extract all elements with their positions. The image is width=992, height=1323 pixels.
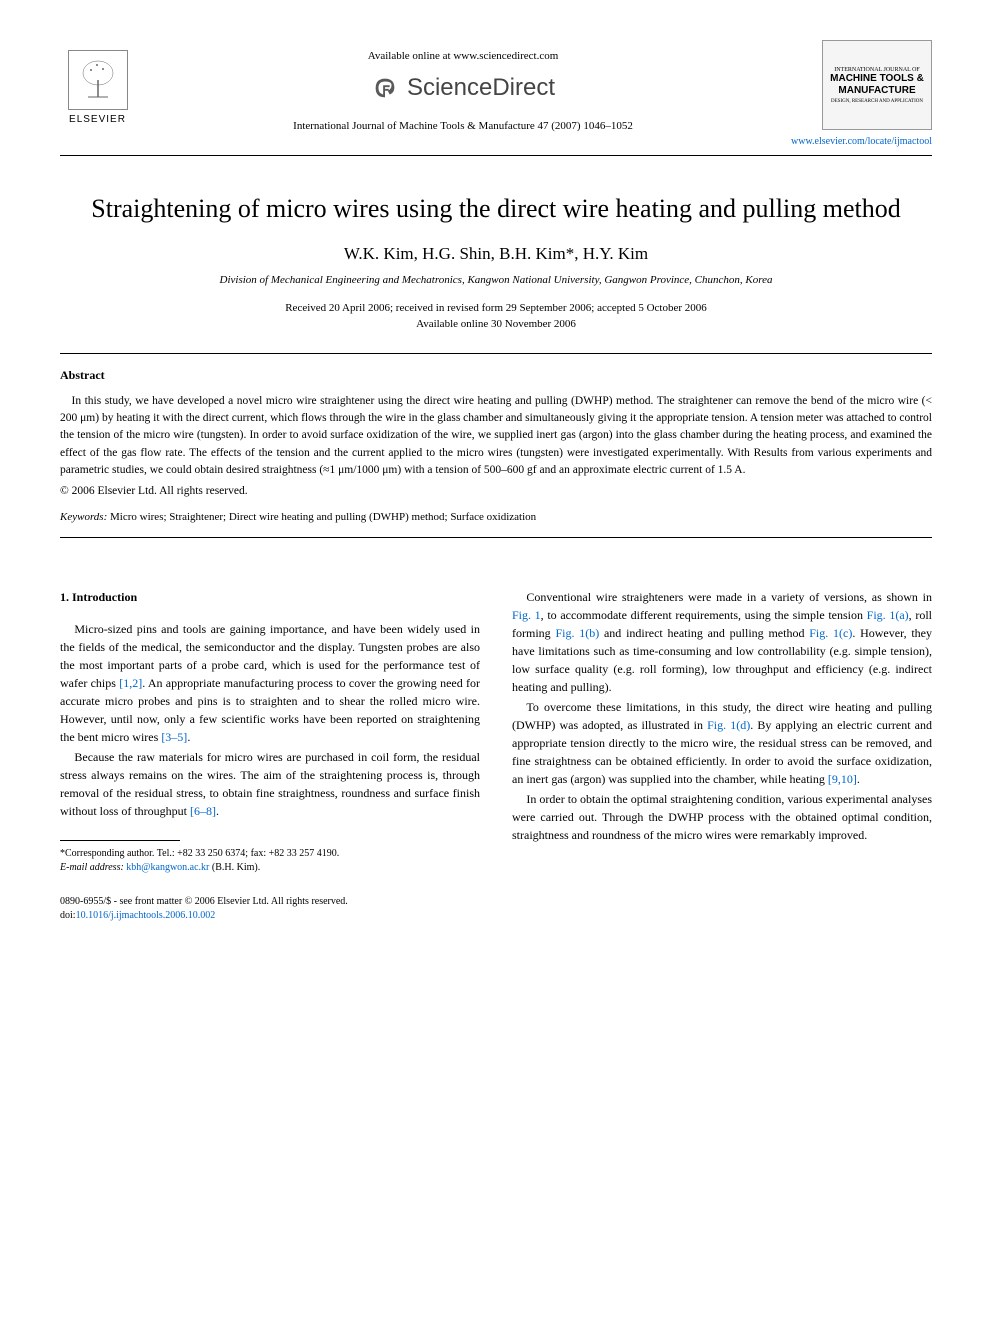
- sciencedirect-icon: [371, 74, 399, 102]
- ref-link-9-10[interactable]: [9,10]: [828, 772, 857, 786]
- footer: 0890-6955/$ - see front matter © 2006 El…: [60, 895, 480, 923]
- header-row: ELSEVIER Available online at www.science…: [60, 40, 932, 147]
- abstract-text: In this study, we have developed a novel…: [60, 393, 932, 479]
- right-header: INTERNATIONAL JOURNAL OF MACHINE TOOLS &…: [791, 40, 932, 147]
- available-online-text: Available online at www.sciencedirect.co…: [135, 50, 791, 62]
- received-date: Received 20 April 2006; received in revi…: [60, 300, 932, 317]
- keywords-label: Keywords:: [60, 511, 107, 523]
- intro-para-3: Conventional wire straighteners were mad…: [512, 588, 932, 696]
- corr-author-line: *Corresponding author. Tel.: +82 33 250 …: [60, 847, 480, 861]
- right-column: Conventional wire straighteners were mad…: [512, 588, 932, 923]
- footnote-separator: [60, 840, 180, 841]
- intro-para-1: Micro-sized pins and tools are gaining i…: [60, 620, 480, 746]
- intro-para-2: Because the raw materials for micro wire…: [60, 748, 480, 820]
- email-link[interactable]: kbh@kangwon.ac.kr: [124, 862, 212, 873]
- center-header: Available online at www.sciencedirect.co…: [135, 40, 791, 132]
- email-label: E-mail address:: [60, 862, 124, 873]
- corresponding-author-footnote: *Corresponding author. Tel.: +82 33 250 …: [60, 847, 480, 875]
- ref-link-6-8[interactable]: [6–8]: [190, 804, 216, 818]
- sciencedirect-text: ScienceDirect: [407, 74, 555, 102]
- ref-link-1-2[interactable]: [1,2]: [119, 676, 142, 690]
- elsevier-tree-icon: [68, 50, 128, 110]
- footer-copyright: 0890-6955/$ - see front matter © 2006 El…: [60, 895, 480, 909]
- sciencedirect-logo: ScienceDirect: [135, 74, 791, 102]
- doi-link[interactable]: 10.1016/j.ijmachtools.2006.10.002: [76, 910, 216, 921]
- intro-para-5: In order to obtain the optimal straighte…: [512, 790, 932, 844]
- fig-1b-link[interactable]: Fig. 1(b): [555, 626, 599, 640]
- footer-doi: doi:10.1016/j.ijmachtools.2006.10.002: [60, 909, 480, 923]
- left-column: 1. Introduction Micro-sized pins and too…: [60, 588, 480, 923]
- fig-1c-link[interactable]: Fig. 1(c): [809, 626, 852, 640]
- header-rule: [60, 155, 932, 156]
- corr-email-line: E-mail address: kbh@kangwon.ac.kr (B.H. …: [60, 861, 480, 875]
- keywords-text: Micro wires; Straightener; Direct wire h…: [107, 511, 536, 523]
- journal-citation: International Journal of Machine Tools &…: [135, 120, 791, 132]
- abstract-copyright: © 2006 Elsevier Ltd. All rights reserved…: [60, 485, 932, 497]
- journal-link[interactable]: www.elsevier.com/locate/ijmactool: [791, 136, 932, 147]
- elsevier-label: ELSEVIER: [69, 114, 126, 125]
- journal-cover-title: MACHINE TOOLS & MANUFACTURE: [827, 73, 927, 97]
- authors: W.K. Kim, H.G. Shin, B.H. Kim*, H.Y. Kim: [60, 244, 932, 264]
- online-date: Available online 30 November 2006: [60, 316, 932, 333]
- fig-1a-link[interactable]: Fig. 1(a): [867, 608, 909, 622]
- article-title: Straightening of micro wires using the d…: [60, 192, 932, 226]
- ref-link-3-5[interactable]: [3–5]: [161, 730, 187, 744]
- abstract-rule: [60, 537, 932, 538]
- email-name: (B.H. Kim).: [212, 862, 260, 873]
- abstract-heading: Abstract: [60, 368, 932, 383]
- fig-1d-link[interactable]: Fig. 1(d): [707, 718, 750, 732]
- fig-1-link[interactable]: Fig. 1: [512, 608, 541, 622]
- title-rule: [60, 353, 932, 354]
- elsevier-logo: ELSEVIER: [60, 40, 135, 125]
- journal-cover-sub: DESIGN, RESEARCH AND APPLICATION: [827, 99, 927, 104]
- body-columns: 1. Introduction Micro-sized pins and too…: [60, 588, 932, 923]
- intro-para-4: To overcome these limitations, in this s…: [512, 698, 932, 788]
- keywords: Keywords: Micro wires; Straightener; Dir…: [60, 511, 932, 523]
- affiliation: Division of Mechanical Engineering and M…: [60, 274, 932, 286]
- journal-cover: INTERNATIONAL JOURNAL OF MACHINE TOOLS &…: [822, 40, 932, 130]
- article-dates: Received 20 April 2006; received in revi…: [60, 300, 932, 333]
- section-1-heading: 1. Introduction: [60, 588, 480, 606]
